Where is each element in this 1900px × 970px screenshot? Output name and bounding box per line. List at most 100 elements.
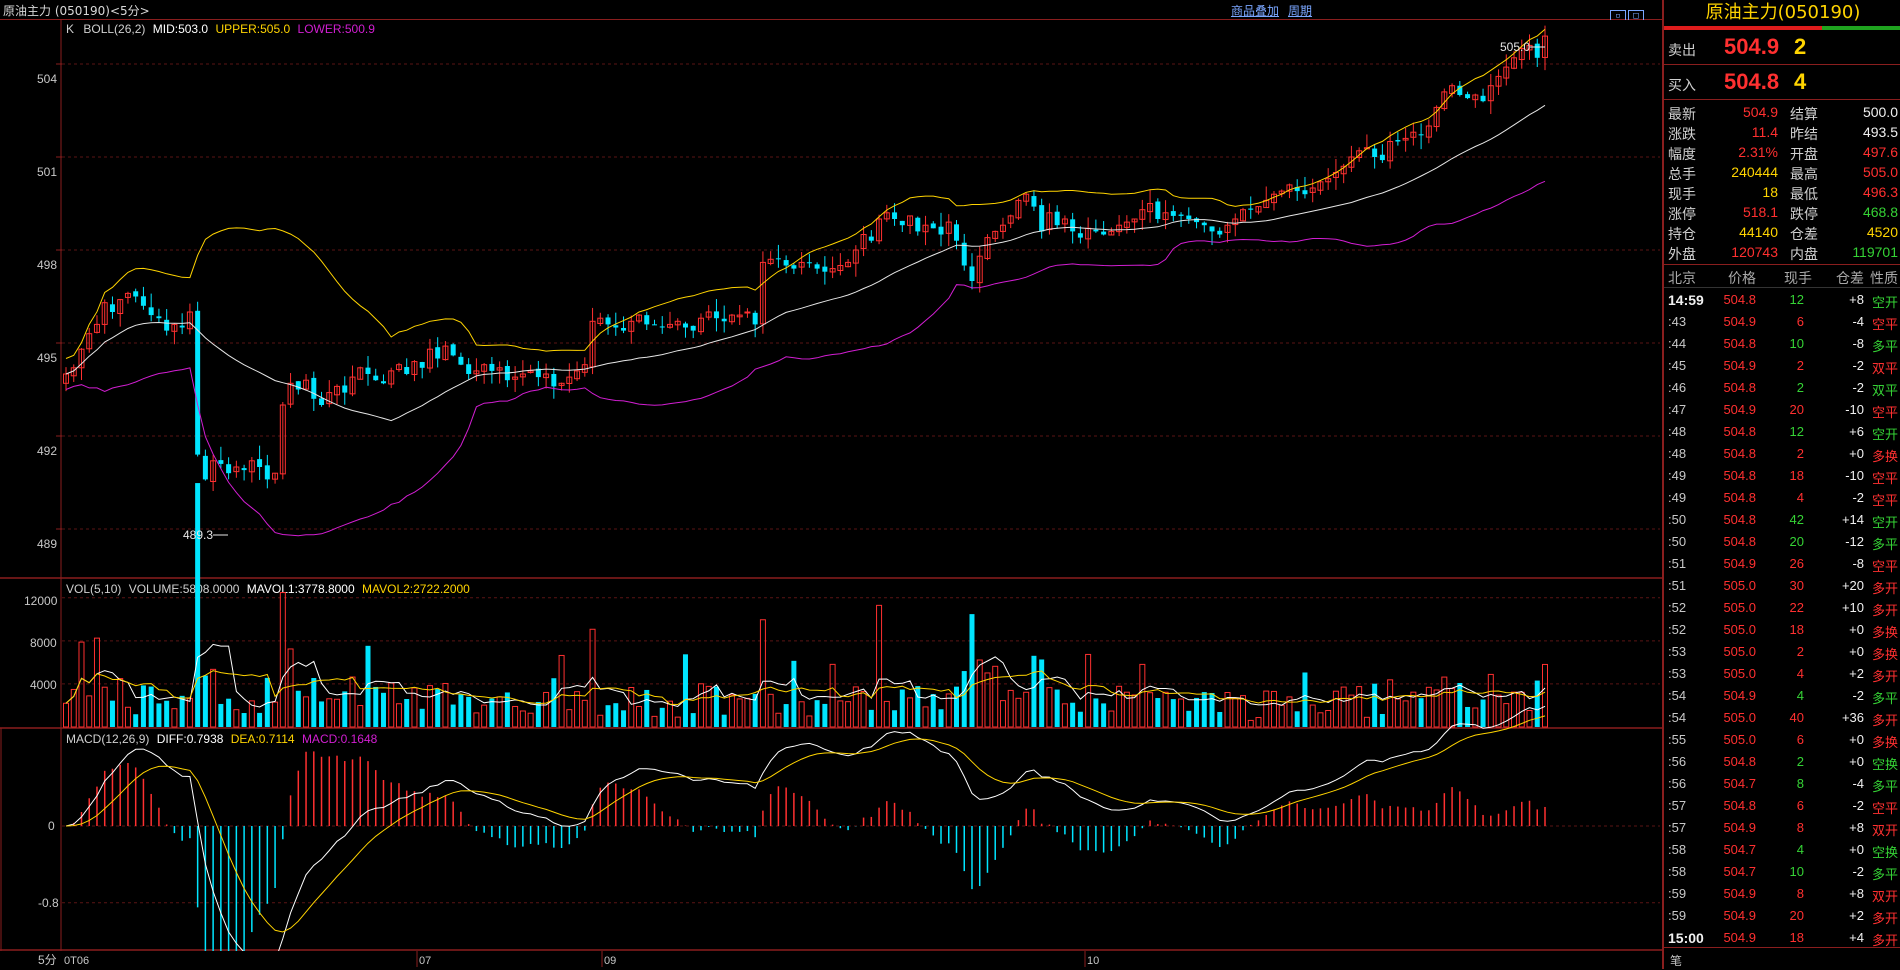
tick-row[interactable]: :48 504.8 12 +6 空开 [1664,420,1900,442]
volume-bar [1379,713,1385,727]
candle-body [1178,214,1184,216]
tick-oi-change: -12 [1845,534,1864,549]
tick-row[interactable]: :54 504.9 4 -2 多平 [1664,684,1900,706]
stat-label: 持仓 [1668,226,1696,242]
tick-price: 504.8 [1723,424,1756,439]
candle-body [411,361,418,375]
tick-row[interactable]: :53 505.0 4 +2 多开 [1664,662,1900,684]
period-label[interactable]: 5分 [38,953,57,967]
price-tick: 492 [37,444,57,458]
tick-row[interactable]: :52 505.0 18 +0 多换 [1664,618,1900,640]
candle-body [512,376,519,380]
tick-row[interactable]: :57 504.8 6 -2 空平 [1664,794,1900,816]
candle-body [852,249,859,264]
tick-oi-change: +0 [1849,754,1864,769]
tick-nature: 多平 [1871,779,1898,794]
candle-body [922,224,929,233]
tick-row[interactable]: :49 504.8 4 -2 空平 [1664,486,1900,508]
mavol2-line [65,670,1546,706]
tick-row[interactable]: :50 504.8 20 -12 多平 [1664,530,1900,552]
stat-value: 240444 [1731,164,1778,180]
tick-row[interactable]: 15:00 504.9 18 +4 多开 [1664,926,1900,948]
tick-oi-change: +8 [1849,292,1864,307]
legend-upper: UPPER:505.0 [215,22,290,36]
tick-row[interactable]: :47 504.9 20 -10 空平 [1664,398,1900,420]
tick-qty: 40 [1789,710,1804,725]
tab-ticks[interactable]: 笔 [1670,954,1683,968]
tick-row[interactable]: :52 505.0 22 +10 多开 [1664,596,1900,618]
stat-value: 497.6 [1862,144,1898,160]
tick-row[interactable]: :50 504.8 42 +14 空开 [1664,508,1900,530]
buy-price: 504.8 [1724,69,1780,94]
tick-row[interactable]: :49 504.8 18 -10 空平 [1664,464,1900,486]
tick-row[interactable]: :57 504.9 8 +8 双开 [1664,816,1900,838]
tick-row[interactable]: :56 504.7 8 -4 多平 [1664,772,1900,794]
candle-body [953,224,959,241]
candle-body [295,381,301,390]
period-link[interactable]: 周期 [1288,4,1313,18]
tick-nature: 多换 [1871,449,1898,464]
kline-chart[interactable]: 504 501 498 495 492 489 12000 8000 4000 … [0,0,1662,969]
tick-row[interactable]: :56 504.8 2 +0 空换 [1664,750,1900,772]
candle-body [140,296,146,306]
tick-row[interactable]: :51 504.9 26 -8 空平 [1664,552,1900,574]
volume-bar [852,686,859,728]
tick-row[interactable]: :54 505.0 40 +36 多开 [1664,706,1900,728]
volume-bar [806,715,813,728]
tick-row[interactable]: :58 504.7 4 +0 空换 [1664,838,1900,860]
tick-row[interactable]: :51 505.0 30 +20 多开 [1664,574,1900,596]
tick-time: :56 [1668,754,1687,769]
tick-nature: 双平 [1871,361,1898,376]
stat-label: 开盘 [1790,146,1818,162]
tick-price: 504.9 [1723,402,1756,417]
tick-row[interactable]: :43 504.9 6 -4 空平 [1664,310,1900,332]
volume-bar [1178,698,1185,728]
volume-bar [999,700,1006,728]
volume-bar [1209,693,1215,727]
tick-row[interactable]: :46 504.8 2 -2 双平 [1664,376,1900,398]
tick-price: 504.9 [1723,886,1756,901]
candle-body [1093,229,1099,232]
candle-body [860,234,867,250]
candle-body [1526,44,1533,51]
tick-row[interactable]: :53 505.0 2 +0 多换 [1664,640,1900,662]
volume-bar [543,691,550,728]
tick-row[interactable]: :55 505.0 6 +0 多换 [1664,728,1900,750]
candle-body [1395,140,1401,142]
stat-label: 最低 [1790,186,1818,202]
tick-row[interactable]: :59 504.9 8 +8 双开 [1664,882,1900,904]
tick-row[interactable]: :48 504.8 2 +0 多换 [1664,442,1900,464]
candle-body [481,364,488,372]
volume-legend: VOL(5,10) VOLUME:5808.0000 MAVOL1:3778.8… [66,582,470,596]
candle-body [1217,230,1223,235]
tick-time: :54 [1668,688,1687,703]
candlesticks [63,25,1548,492]
volume-bar [752,693,758,727]
tick-oi-change: +2 [1849,666,1864,681]
tick-nature: 空开 [1871,427,1898,442]
volume-bar [272,701,279,728]
stat-value: 496.3 [1862,184,1898,200]
volume-bar [124,706,131,728]
candle-body [907,215,914,226]
tick-list[interactable]: 14:59 504.8 12 +8 空开:43 504.9 6 -4 空平:44 504.8 10 -… [1664,288,1900,948]
tick-row[interactable]: :58 504.7 10 -2 多平 [1664,860,1900,882]
tick-row[interactable]: :45 504.9 2 -2 双平 [1664,354,1900,376]
volume-bar [86,695,93,728]
candle-body [1201,222,1207,226]
volume-bar [1108,710,1115,728]
tick-price: 504.8 [1723,798,1756,813]
tick-oi-change: -2 [1852,798,1864,813]
tick-price: 504.9 [1723,314,1756,329]
bottom-tab-bar: 笔 [1664,947,1900,970]
commodity-overlay-link[interactable]: 商品叠加 [1231,4,1280,18]
candle-body [752,312,758,325]
candle-body [202,455,208,480]
tick-time: :53 [1668,644,1687,659]
volume-bar [1410,691,1417,728]
tick-row[interactable]: :44 504.8 10 -8 多平 [1664,332,1900,354]
tick-row[interactable]: 14:59 504.8 12 +8 空开 [1664,288,1900,310]
macd-legend: MACD(12,26,9) DIFF:0.7938 DEA:0.7114 MAC… [66,732,378,746]
tick-row[interactable]: :59 504.9 20 +2 多开 [1664,904,1900,926]
volume-bar [1472,707,1479,728]
